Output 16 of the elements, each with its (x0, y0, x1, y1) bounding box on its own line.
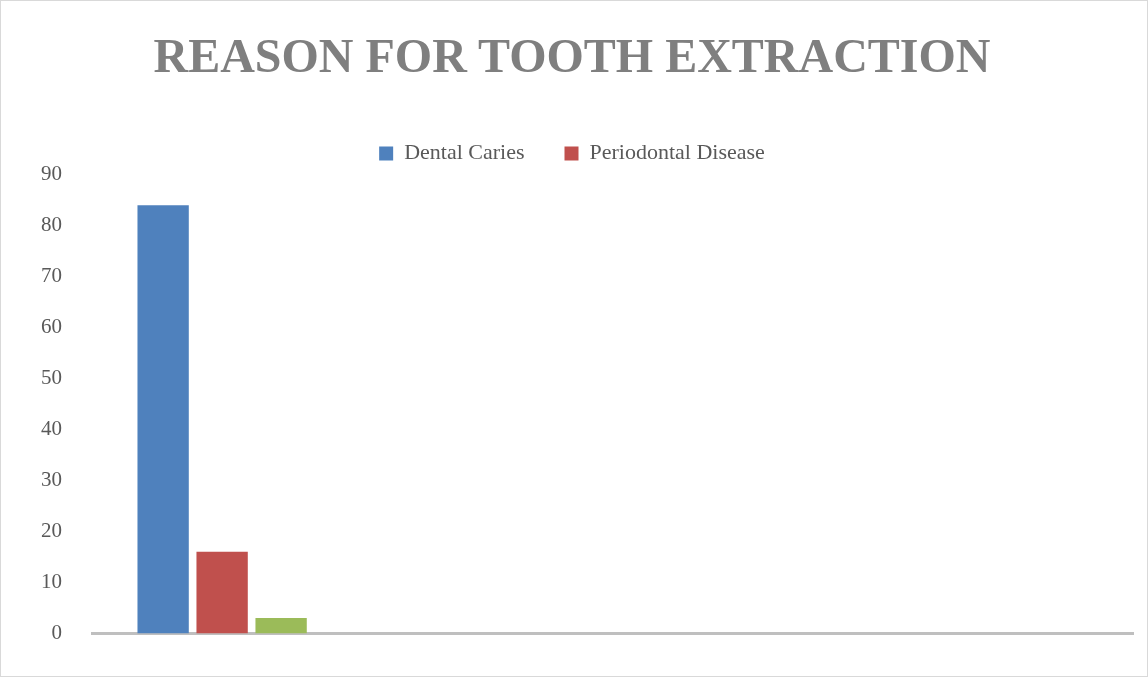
y-tick-label: 40 (41, 416, 62, 440)
y-tick-label: 50 (41, 365, 62, 390)
y-tick-label: 80 (41, 212, 62, 237)
y-tick-label: 60 (41, 314, 62, 339)
y-tick-label: 0 (51, 619, 62, 644)
y-tick-label: 90 (41, 161, 62, 186)
bar (137, 205, 189, 634)
bar (196, 551, 248, 634)
y-tick-label: 30 (41, 466, 62, 491)
legend-label: Periodontal Disease (589, 139, 765, 165)
chart-title: REASON FOR TOOTH EXTRACTION (153, 29, 991, 83)
y-tick-label: 70 (41, 263, 62, 288)
y-tick-label: 10 (41, 568, 62, 593)
bar (255, 618, 307, 634)
y-tick-label: 20 (41, 517, 62, 542)
legend-label: Dental Caries (404, 139, 525, 165)
